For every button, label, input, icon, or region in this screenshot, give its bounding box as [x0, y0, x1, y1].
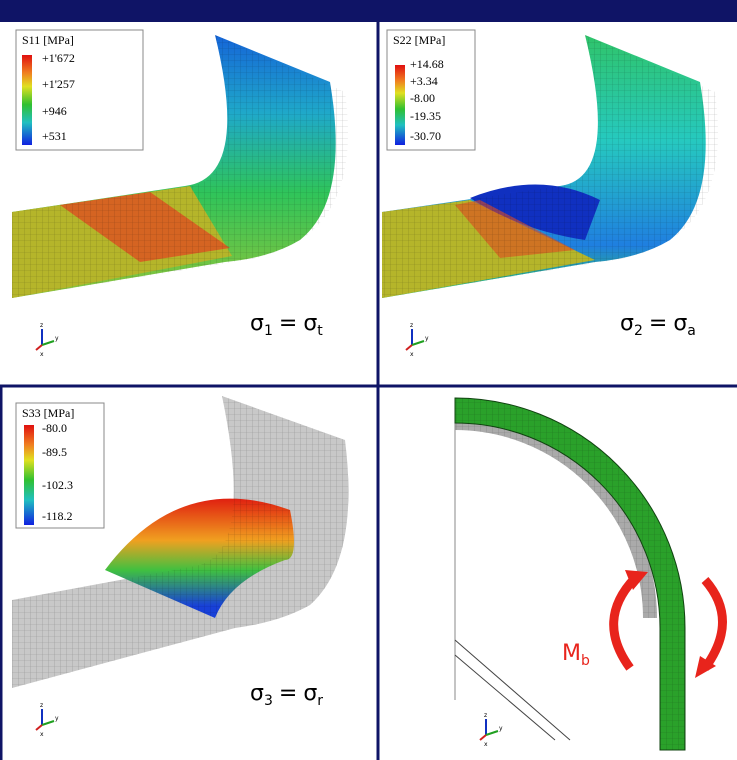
legend-value: -102.3 — [42, 478, 73, 492]
panel-s11 — [12, 30, 348, 298]
legend-value: +946 — [42, 104, 67, 118]
legend-title: S22 [MPa] — [393, 33, 445, 47]
triad-axis — [486, 731, 498, 735]
legend-value: +3.34 — [410, 74, 438, 88]
moment-sub: b — [581, 653, 590, 669]
label-part: r — [317, 693, 323, 709]
label-part: σ — [250, 681, 264, 706]
stress-label: σ2=σa — [620, 311, 696, 339]
legend-value: +1'257 — [42, 77, 75, 91]
triad-axis — [36, 725, 42, 730]
triad-label: y — [55, 715, 59, 722]
triad-label: z — [40, 702, 43, 709]
triad-label: x — [410, 351, 414, 358]
label-part: σ — [673, 311, 687, 336]
label-part: = — [279, 681, 297, 706]
triad-axis — [412, 341, 424, 345]
figure: S11 [MPa]+1'672+1'257+946+531σ1=σtS22 [M… — [0, 0, 737, 760]
triad-label: y — [425, 335, 429, 342]
label-part: σ — [250, 311, 264, 336]
triad-axis — [42, 721, 54, 725]
top-bar — [0, 0, 737, 22]
triad-label: z — [40, 322, 43, 329]
triad-axis — [36, 345, 42, 350]
label-part: = — [649, 311, 667, 336]
stress-label: σ3=σr — [250, 681, 323, 709]
label-part: t — [317, 323, 323, 339]
label-part: σ — [620, 311, 634, 336]
label-part: = — [279, 311, 297, 336]
triad-label: y — [499, 725, 503, 732]
panel-moment — [455, 398, 723, 750]
triad-label: x — [484, 741, 488, 748]
legend-value: +14.68 — [410, 57, 444, 71]
label-part: 3 — [264, 693, 273, 709]
label-part: a — [687, 323, 696, 339]
legend-value: -19.35 — [410, 109, 441, 123]
legend-value: -30.70 — [410, 129, 441, 143]
label-part: σ — [303, 681, 317, 706]
triad-label: x — [40, 351, 44, 358]
triad-label: x — [40, 731, 44, 738]
legend-value: -80.0 — [42, 421, 67, 435]
label-part: σ — [303, 311, 317, 336]
legend-value: +531 — [42, 129, 67, 143]
legend-value: -8.00 — [410, 91, 435, 105]
triad-axis — [42, 341, 54, 345]
triad-axis — [406, 345, 412, 350]
legend-value: -118.2 — [42, 509, 73, 523]
label-part: 2 — [634, 323, 643, 339]
legend-value: -89.5 — [42, 445, 67, 459]
legend-value: +1'672 — [42, 51, 75, 65]
panel-s33 — [12, 396, 348, 688]
triad-label: z — [484, 712, 487, 719]
label-part: 1 — [264, 323, 273, 339]
triad-label: z — [410, 322, 413, 329]
legend-title: S33 [MPa] — [22, 406, 74, 420]
stress-label: σ1=σt — [250, 311, 323, 339]
moment-label: Mb — [562, 641, 590, 669]
triad-label: y — [55, 335, 59, 342]
moment-text: M — [562, 641, 581, 666]
triad-axis — [480, 735, 486, 740]
legend-title: S11 [MPa] — [22, 33, 74, 47]
